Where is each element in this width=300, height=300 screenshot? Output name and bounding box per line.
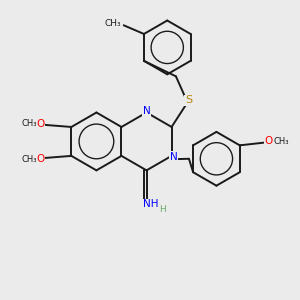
Text: CH₃: CH₃ — [105, 19, 121, 28]
Text: NH: NH — [143, 199, 159, 209]
Text: CH₃: CH₃ — [273, 137, 289, 146]
Text: N: N — [170, 152, 178, 162]
Text: N: N — [143, 106, 150, 116]
Text: CH₃: CH₃ — [21, 119, 37, 128]
Text: S: S — [185, 95, 192, 105]
Text: O: O — [37, 154, 45, 164]
Text: CH₃: CH₃ — [21, 154, 37, 164]
Text: H: H — [159, 205, 166, 214]
Text: O: O — [265, 136, 273, 146]
Text: O: O — [37, 119, 45, 129]
